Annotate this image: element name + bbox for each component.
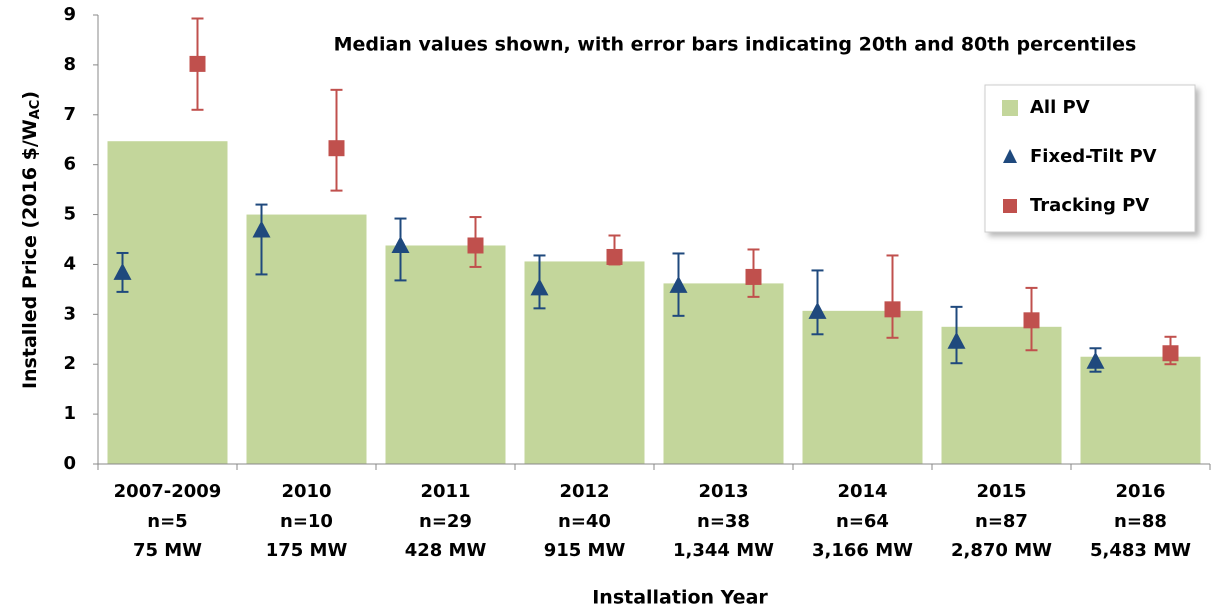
y-tick-label: 4 [63, 253, 76, 274]
capacity-label: 5,483 MW [1090, 540, 1191, 561]
y-tick-label: 9 [63, 4, 76, 25]
square-marker [1023, 312, 1040, 329]
bar [385, 245, 506, 464]
y-tick-label: 8 [63, 54, 76, 75]
sample-size-label: n=40 [558, 511, 611, 532]
triangle-marker [808, 301, 827, 319]
y-label-main: Installed Price (2016 $/W [19, 119, 41, 389]
x-tick-label: 2014 [837, 481, 887, 502]
bar [802, 310, 923, 464]
bar [246, 214, 367, 464]
triangle-marker [252, 220, 271, 238]
bar [941, 326, 1062, 464]
sample-size-label: n=88 [1114, 511, 1167, 532]
triangle-marker [947, 331, 966, 349]
triangle-marker [530, 278, 549, 296]
capacity-label: 428 MW [405, 540, 487, 561]
x-tick-label: 2013 [698, 481, 748, 502]
square-marker [328, 140, 345, 157]
sample-size-label: n=29 [419, 511, 472, 532]
y-tick-label: 1 [63, 403, 76, 424]
y-axis-label: Installed Price (2016 $/WAC) [19, 91, 43, 389]
square-marker [467, 237, 484, 254]
y-tick-label: 6 [63, 154, 76, 175]
bar [107, 141, 228, 465]
annotation: Median values shown, with error bars ind… [334, 34, 1137, 56]
x-tick-label: 2016 [1115, 481, 1165, 502]
triangle-marker [1086, 351, 1105, 369]
capacity-label: 75 MW [133, 540, 202, 561]
triangle-marker [669, 275, 688, 293]
square-marker [745, 268, 762, 285]
x-tick-label: 2010 [281, 481, 331, 502]
square-marker [606, 248, 623, 265]
x-axis-label: Installation Year [592, 587, 768, 609]
y-label-sub: AC [28, 100, 43, 120]
capacity-label: 1,344 MW [673, 540, 774, 561]
sample-size-label: n=64 [836, 511, 889, 532]
legend-swatch [1002, 100, 1018, 116]
square-marker [189, 55, 206, 72]
x-tick-label: 2011 [420, 481, 470, 502]
square-marker [884, 301, 901, 318]
sample-size-label: n=38 [697, 511, 750, 532]
sample-size-label: n=87 [975, 511, 1028, 532]
bar [663, 283, 784, 464]
y-tick-label: 2 [63, 353, 76, 374]
legend-label: Fixed-Tilt PV [1030, 146, 1157, 167]
triangle-marker [113, 262, 132, 280]
triangle-marker [391, 235, 410, 253]
bar [1080, 356, 1201, 464]
y-tick-label: 3 [63, 303, 76, 324]
x-tick-label: 2015 [976, 481, 1026, 502]
capacity-label: 3,166 MW [812, 540, 913, 561]
y-tick-label: 5 [63, 204, 76, 225]
y-label-end: ) [19, 91, 41, 100]
legend-box [984, 84, 1196, 233]
y-tick-label: 7 [63, 104, 76, 125]
square-marker [1162, 345, 1179, 362]
capacity-label: 175 MW [266, 540, 348, 561]
y-tick-label: 0 [63, 453, 76, 474]
legend-label: Tracking PV [1030, 195, 1149, 216]
capacity-label: 2,870 MW [951, 540, 1052, 561]
sample-size-label: n=10 [280, 511, 333, 532]
legend-swatch [1003, 149, 1017, 163]
x-tick-label: 2012 [559, 481, 609, 502]
capacity-label: 915 MW [544, 540, 626, 561]
legend: All PV Fixed-Tilt PV Tracking PV [984, 84, 1196, 233]
legend-label: All PV [1030, 97, 1090, 118]
sample-size-label: n=5 [147, 511, 187, 532]
x-tick-label: 2007-2009 [114, 481, 222, 502]
legend-swatch [1003, 199, 1017, 213]
